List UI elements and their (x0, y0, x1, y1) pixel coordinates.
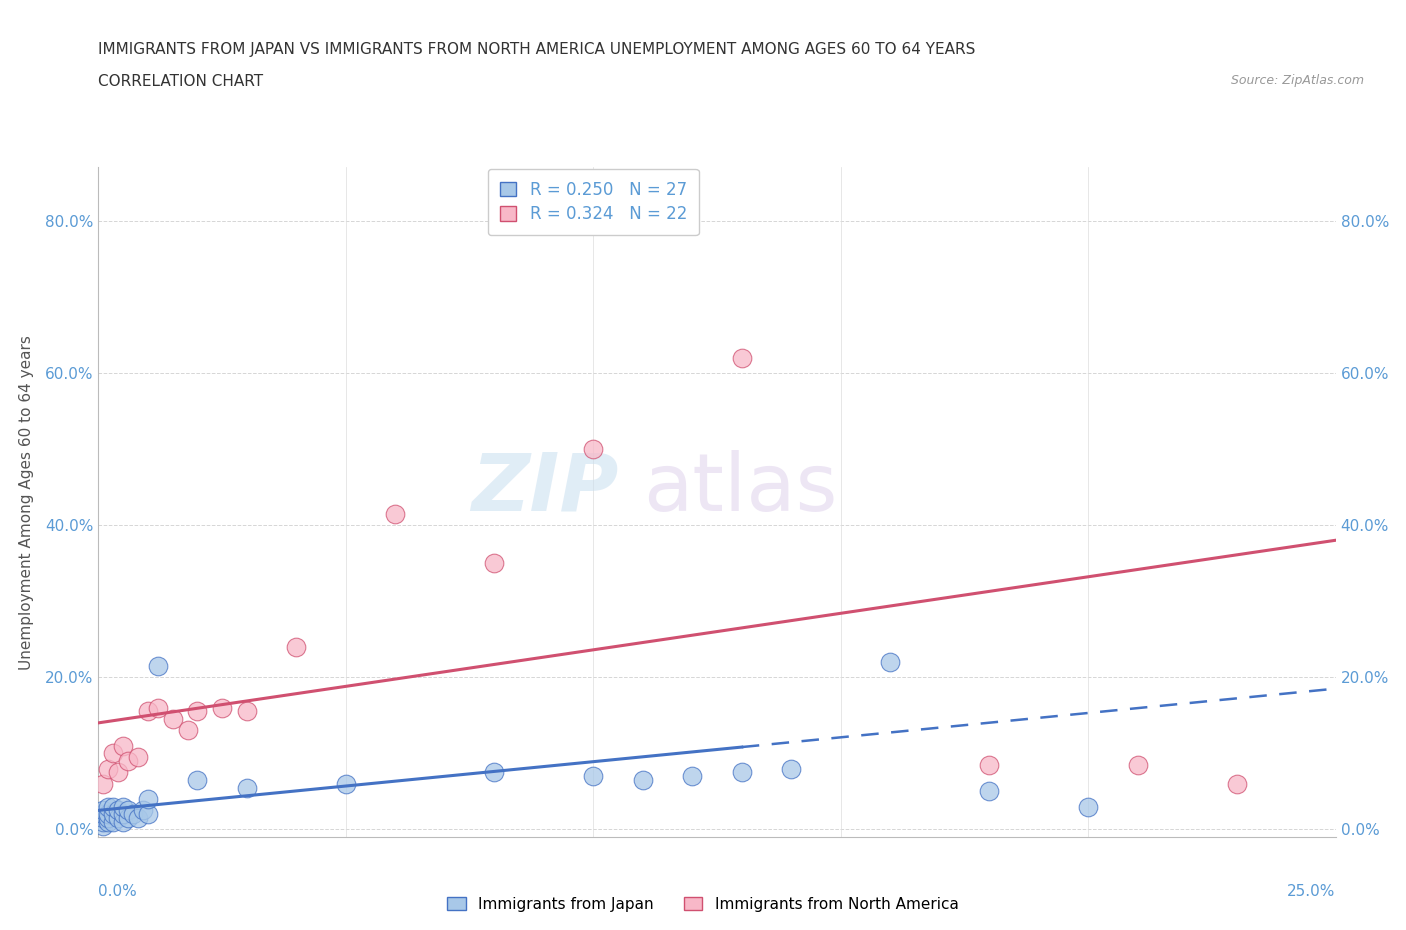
Point (112, 799, 135, 814)
Point (384, 506, 406, 521)
Point (117, 811, 139, 826)
Point (285, 639, 308, 654)
Point (186, 773, 208, 788)
Point (107, 764, 129, 779)
Point (93, 811, 115, 826)
Point (97, 806, 120, 821)
Text: ZIP: ZIP (471, 450, 619, 528)
Text: atlas: atlas (643, 450, 837, 528)
Point (979, 784, 1001, 799)
Point (484, 764, 506, 779)
Point (132, 803, 155, 817)
Point (127, 750, 149, 764)
Text: IMMIGRANTS FROM JAPAN VS IMMIGRANTS FROM NORTH AMERICA UNEMPLOYMENT AMONG AGES 6: IMMIGRANTS FROM JAPAN VS IMMIGRANTS FROM… (98, 42, 976, 57)
Point (236, 780, 259, 795)
Point (879, 655, 901, 670)
Point (731, 764, 754, 779)
Point (780, 761, 803, 776)
Point (979, 757, 1001, 772)
Point (1077, 799, 1099, 814)
Point (176, 723, 198, 737)
Point (136, 791, 159, 806)
Point (146, 700, 169, 715)
Point (93, 777, 115, 791)
Point (186, 704, 208, 719)
Point (107, 803, 129, 817)
Point (112, 738, 135, 753)
Point (582, 769, 605, 784)
Point (103, 806, 125, 821)
Point (1126, 757, 1149, 772)
Point (731, 351, 754, 365)
Point (162, 711, 184, 726)
Point (97, 799, 120, 814)
Legend: Immigrants from Japan, Immigrants from North America: Immigrants from Japan, Immigrants from N… (441, 890, 965, 918)
Point (97, 761, 120, 776)
Point (1226, 777, 1249, 791)
Text: 25.0%: 25.0% (1288, 884, 1336, 899)
Text: CORRELATION CHART: CORRELATION CHART (98, 74, 263, 89)
Point (93, 806, 115, 821)
Point (97, 811, 120, 826)
Point (136, 806, 159, 821)
Y-axis label: Unemployment Among Ages 60 to 64 years: Unemployment Among Ages 60 to 64 years (18, 335, 34, 670)
Point (103, 815, 125, 830)
Point (117, 753, 139, 768)
Point (582, 442, 605, 457)
Point (122, 806, 145, 821)
Point (117, 803, 139, 817)
Point (103, 746, 125, 761)
Text: 0.0%: 0.0% (98, 884, 138, 899)
Point (127, 811, 149, 826)
Point (112, 806, 135, 821)
Point (93, 803, 115, 817)
Point (236, 704, 259, 719)
Legend: R = 0.250   N = 27, R = 0.324   N = 22: R = 0.250 N = 27, R = 0.324 N = 22 (488, 169, 699, 235)
Point (631, 773, 654, 788)
Point (211, 700, 233, 715)
Point (146, 658, 169, 673)
Point (93, 815, 115, 830)
Point (335, 777, 357, 791)
Point (93, 818, 115, 833)
Point (484, 555, 506, 570)
Point (112, 815, 135, 830)
Point (136, 704, 159, 719)
Point (103, 799, 125, 814)
Point (107, 811, 129, 826)
Text: Source: ZipAtlas.com: Source: ZipAtlas.com (1230, 74, 1364, 87)
Point (681, 769, 703, 784)
Point (97, 815, 120, 830)
